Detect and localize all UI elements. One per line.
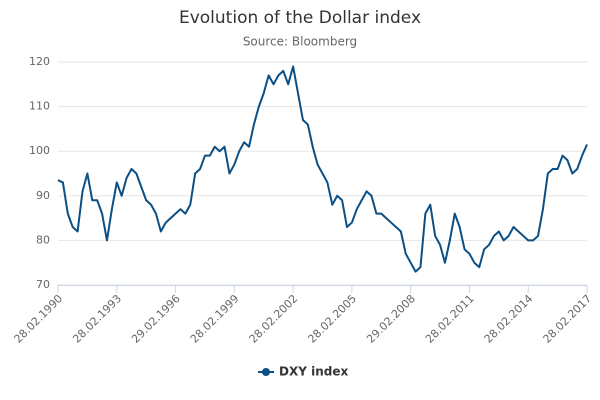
x-tick-label: 28.02.2005 <box>305 292 359 346</box>
legend-marker <box>262 368 270 376</box>
line-series <box>57 65 588 273</box>
y-tick-label: 120 <box>29 55 50 68</box>
y-tick-label: 100 <box>29 144 50 157</box>
x-tick-label: 28.02.2017 <box>541 292 595 346</box>
chart-subtitle: Source: Bloomberg <box>243 35 357 49</box>
x-tick-label: 28.02.2014 <box>482 292 536 346</box>
y-tick-label: 110 <box>29 100 50 113</box>
y-tick-label: 70 <box>36 278 50 291</box>
x-tick-label: 28.02.1993 <box>70 292 124 346</box>
x-tick-label: 28.02.2002 <box>247 292 301 346</box>
legend-label: DXY index <box>279 365 348 379</box>
y-tick-label: 80 <box>36 233 50 246</box>
x-tick-label: 29.02.2008 <box>364 292 418 346</box>
x-tick-label: 29.02.1996 <box>129 292 183 346</box>
x-tick-label: 28.02.1999 <box>188 292 242 346</box>
x-tick-label: 28.02.1990 <box>12 292 66 346</box>
chart-title: Evolution of the Dollar index <box>179 8 421 28</box>
y-tick-label: 90 <box>36 189 50 202</box>
x-tick-label: 28.02.2011 <box>423 292 477 346</box>
